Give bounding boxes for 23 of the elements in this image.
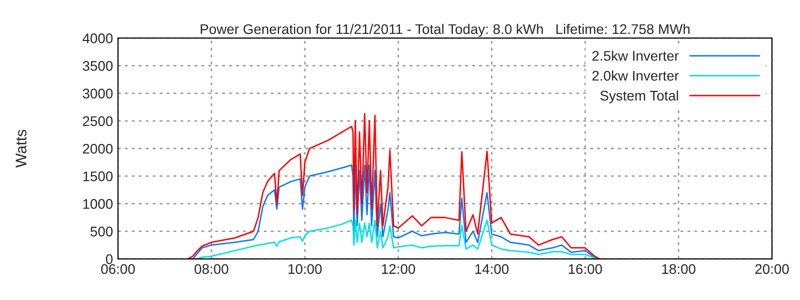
y-tick-label: 3000 [82,88,113,98]
chart-title: Power Generation for 11/21/2011 - Total Today: 8.0 kWh Lifetime: 12.758 MWh [200,24,690,37]
legend-label: 2.5kw Inverter [592,50,679,61]
y-tick-label: 4000 [82,33,113,44]
x-tick-label: 20:00 [755,264,789,274]
y-tick-label: 0 [106,254,113,264]
y-tick-label: 2000 [82,144,113,154]
y-axis-title: Watts [16,130,26,168]
x-tick-label: 18:00 [662,264,696,274]
x-tick-label: 06:00 [101,264,135,274]
x-tick-label: 16:00 [568,264,602,274]
y-tick-label: 2500 [82,116,113,126]
line-series [187,113,600,259]
y-tick-label: 500 [90,226,113,236]
x-tick-label: 08:00 [194,264,228,274]
y-tick-label: 1500 [83,171,113,182]
legend-label: 2.0kw Inverter [592,70,679,81]
legend-label: System Total [600,90,678,104]
x-tick-label: 14:00 [475,264,509,274]
x-tick-label: 10:00 [288,264,322,274]
y-tick-label: 1000 [83,199,113,209]
y-tick-label: 3500 [82,61,113,71]
x-tick-label: 12:00 [382,264,416,274]
